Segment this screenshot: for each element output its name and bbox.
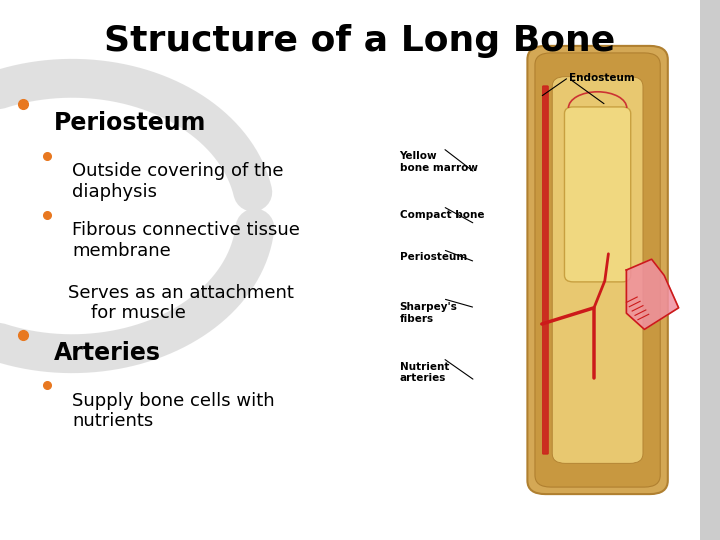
FancyBboxPatch shape bbox=[535, 53, 660, 487]
Text: Endosteum: Endosteum bbox=[569, 73, 634, 83]
Bar bbox=[700, 0, 720, 540]
Text: Nutrient
arteries: Nutrient arteries bbox=[400, 362, 449, 383]
Text: Compact bone: Compact bone bbox=[400, 210, 484, 220]
Text: Yellow
bone marrow: Yellow bone marrow bbox=[400, 151, 477, 173]
Text: Periosteum: Periosteum bbox=[54, 111, 207, 134]
Text: Fibrous connective tissue
membrane: Fibrous connective tissue membrane bbox=[72, 221, 300, 260]
Text: Outside covering of the
diaphysis: Outside covering of the diaphysis bbox=[72, 162, 284, 201]
FancyBboxPatch shape bbox=[543, 86, 549, 454]
Text: Periosteum: Periosteum bbox=[400, 252, 467, 262]
FancyBboxPatch shape bbox=[564, 107, 631, 282]
Text: Supply bone cells with
nutrients: Supply bone cells with nutrients bbox=[72, 392, 274, 430]
FancyBboxPatch shape bbox=[543, 86, 549, 454]
Text: Arteries: Arteries bbox=[54, 341, 161, 365]
Text: Serves as an attachment
    for muscle: Serves as an attachment for muscle bbox=[68, 284, 294, 322]
Text: Sharpey's
fibers: Sharpey's fibers bbox=[400, 302, 457, 324]
Polygon shape bbox=[626, 259, 679, 329]
FancyBboxPatch shape bbox=[527, 46, 668, 494]
FancyBboxPatch shape bbox=[552, 77, 643, 463]
Text: Structure of a Long Bone: Structure of a Long Bone bbox=[104, 24, 616, 58]
